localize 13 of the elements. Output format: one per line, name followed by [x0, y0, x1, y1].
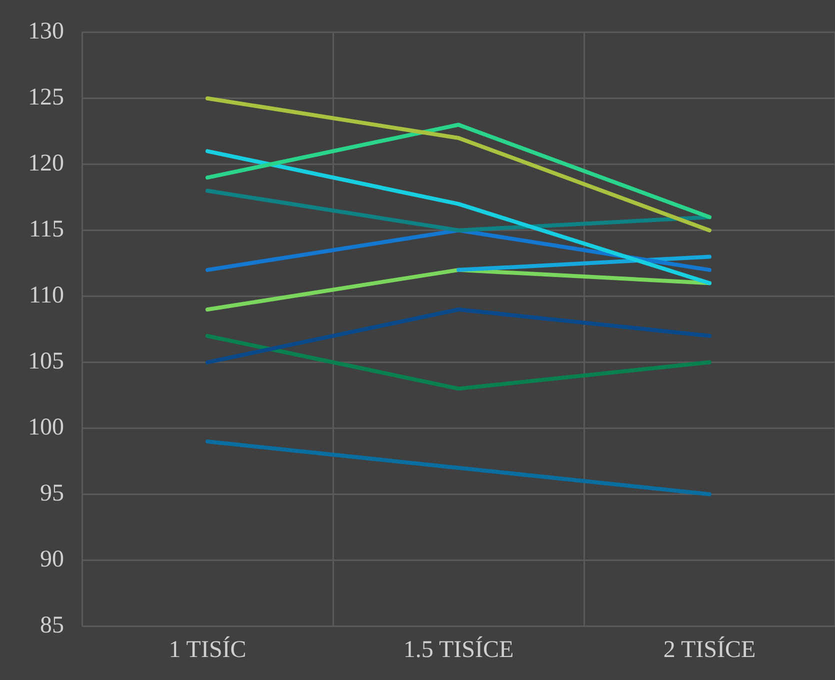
- y-tick-label: 85: [40, 612, 64, 638]
- y-tick-label: 110: [28, 282, 64, 309]
- y-tick-label: 95: [40, 480, 64, 507]
- y-tick-label: 90: [40, 546, 64, 573]
- y-tick-label: 130: [28, 18, 64, 45]
- y-tick-label: 100: [28, 414, 64, 441]
- x-tick-label: 1 TISÍC: [168, 636, 246, 663]
- x-tick-label: 1.5 TISÍCE: [403, 636, 514, 663]
- y-tick-label: 125: [28, 84, 64, 111]
- y-tick-label: 105: [28, 348, 64, 375]
- x-tick-label: 2 TISÍCE: [663, 636, 756, 663]
- y-tick-label: 115: [28, 216, 64, 243]
- y-tick-label: 120: [28, 150, 64, 177]
